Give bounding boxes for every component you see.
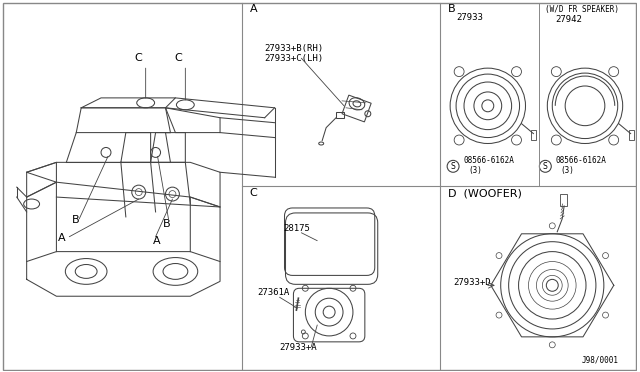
Text: 27942: 27942 xyxy=(556,15,582,23)
Text: A: A xyxy=(250,4,257,14)
Bar xyxy=(336,112,344,118)
Text: 27933+A: 27933+A xyxy=(280,343,317,352)
Text: 08566-6162A: 08566-6162A xyxy=(556,156,606,165)
Text: 27933: 27933 xyxy=(456,13,483,22)
Text: (3): (3) xyxy=(468,166,482,175)
Bar xyxy=(560,194,567,206)
Text: 27933+B(RH): 27933+B(RH) xyxy=(265,44,324,53)
Text: C: C xyxy=(250,188,257,198)
Text: 28175: 28175 xyxy=(284,224,310,233)
Text: A: A xyxy=(153,236,161,246)
Text: S: S xyxy=(451,162,456,171)
Text: (3): (3) xyxy=(560,166,574,175)
Bar xyxy=(628,129,634,140)
Text: S: S xyxy=(543,162,548,171)
Text: 27933+D: 27933+D xyxy=(453,278,491,287)
Bar xyxy=(342,95,371,122)
Text: D  (WOOFER): D (WOOFER) xyxy=(448,188,522,198)
Bar xyxy=(531,129,536,140)
Text: (W/D FR SPEAKER): (W/D FR SPEAKER) xyxy=(545,4,620,14)
Text: C: C xyxy=(135,53,143,63)
Text: 27933+C(LH): 27933+C(LH) xyxy=(265,54,324,63)
Text: 08566-6162A: 08566-6162A xyxy=(463,156,514,165)
Text: B: B xyxy=(448,4,456,14)
Text: A: A xyxy=(58,233,65,243)
Text: 27361A: 27361A xyxy=(258,288,290,297)
Text: J98/0001: J98/0001 xyxy=(582,356,619,365)
Text: B: B xyxy=(163,219,170,229)
Text: C: C xyxy=(175,53,182,63)
Text: B: B xyxy=(72,215,79,225)
